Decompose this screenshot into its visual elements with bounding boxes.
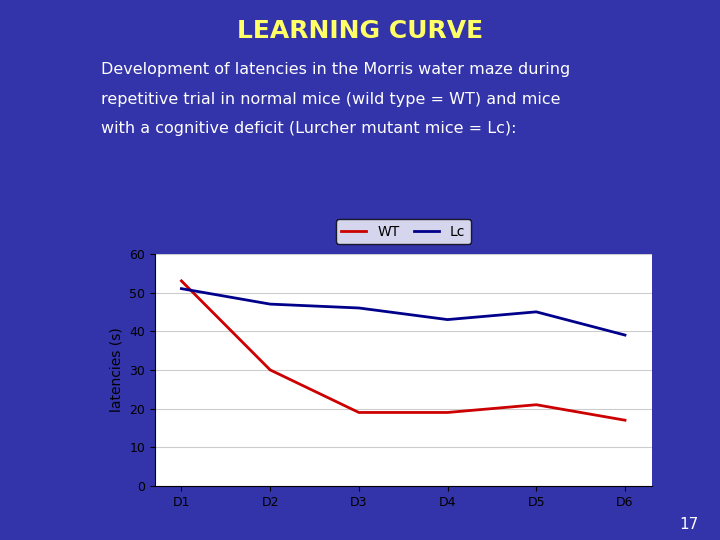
Text: with a cognitive deficit (Lurcher mutant mice = Lc):: with a cognitive deficit (Lurcher mutant… [101, 122, 516, 137]
WT [266, 367, 274, 373]
Lc [354, 305, 363, 311]
Lc [266, 301, 274, 307]
WT [621, 417, 629, 423]
Legend: WT, Lc: WT, Lc [336, 219, 471, 244]
Y-axis label: latencies (s): latencies (s) [109, 328, 124, 412]
Line: Lc: Lc [181, 288, 625, 335]
Lc [621, 332, 629, 338]
WT [532, 402, 541, 408]
Line: WT: WT [181, 281, 625, 420]
Lc [532, 309, 541, 315]
Text: LEARNING CURVE: LEARNING CURVE [237, 19, 483, 43]
Text: 17: 17 [679, 517, 698, 532]
WT [177, 278, 186, 284]
WT [354, 409, 363, 416]
Text: repetitive trial in normal mice (wild type = WT) and mice: repetitive trial in normal mice (wild ty… [101, 92, 560, 107]
Lc [177, 285, 186, 292]
Text: Development of latencies in the Morris water maze during: Development of latencies in the Morris w… [101, 62, 570, 77]
Lc [444, 316, 452, 323]
WT [444, 409, 452, 416]
